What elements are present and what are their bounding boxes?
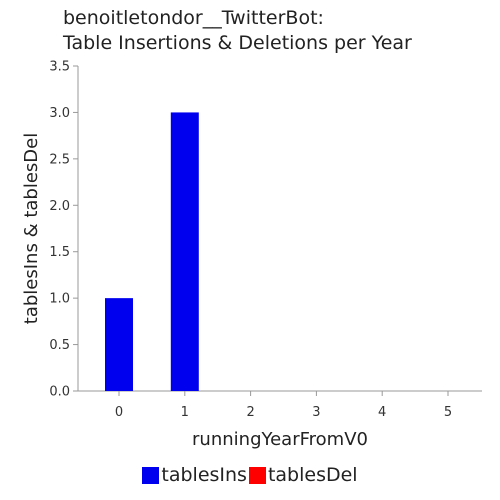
chart-title: benoitletondor__TwitterBot: Table Insert… <box>63 6 412 56</box>
x-tick-label: 3 <box>312 405 320 420</box>
legend-label-tablesins: tablesIns <box>161 464 247 486</box>
x-tick-label: 4 <box>378 405 386 420</box>
y-tick-label: 1.0 <box>49 292 70 307</box>
legend-item-tablesins: tablesIns <box>142 464 247 486</box>
y-tick-label: 0.5 <box>49 338 70 353</box>
x-axis-title: runningYearFromV0 <box>192 429 368 450</box>
y-tick-label: 0.0 <box>49 385 70 400</box>
bars <box>105 112 199 391</box>
axes <box>77 66 482 392</box>
x-tick-label: 2 <box>246 405 254 420</box>
x-axis-ticks: 0 1 2 3 4 5 <box>115 391 452 420</box>
legend: tablesIns tablesDel <box>0 464 500 486</box>
bar-tablesins-1 <box>170 112 199 391</box>
legend-swatch-tablesdel <box>248 466 266 484</box>
chart-title-line-2: Table Insertions & Deletions per Year <box>63 32 412 54</box>
legend-swatch-tablesins <box>142 466 160 484</box>
legend-label-tablesdel: tablesDel <box>267 464 358 486</box>
y-tick-label: 2.5 <box>49 152 70 167</box>
legend-item-tablesdel: tablesDel <box>248 464 358 486</box>
x-tick-label: 0 <box>115 405 123 420</box>
y-tick-label: 3.5 <box>49 60 70 75</box>
y-tick-label: 3.0 <box>49 106 70 121</box>
x-tick-label: 5 <box>444 405 452 420</box>
y-axis-ticks: 0.0 0.5 1.0 1.5 2.0 2.5 3.0 3.5 <box>49 60 78 400</box>
y-tick-label: 1.5 <box>49 245 70 260</box>
y-axis-title: tablesIns & tablesDel <box>21 133 42 324</box>
x-tick-label: 1 <box>181 405 189 420</box>
y-tick-label: 2.0 <box>49 199 70 214</box>
chart-title-line-1: benoitletondor__TwitterBot: <box>63 7 324 29</box>
bar-tablesins-0 <box>105 298 133 391</box>
